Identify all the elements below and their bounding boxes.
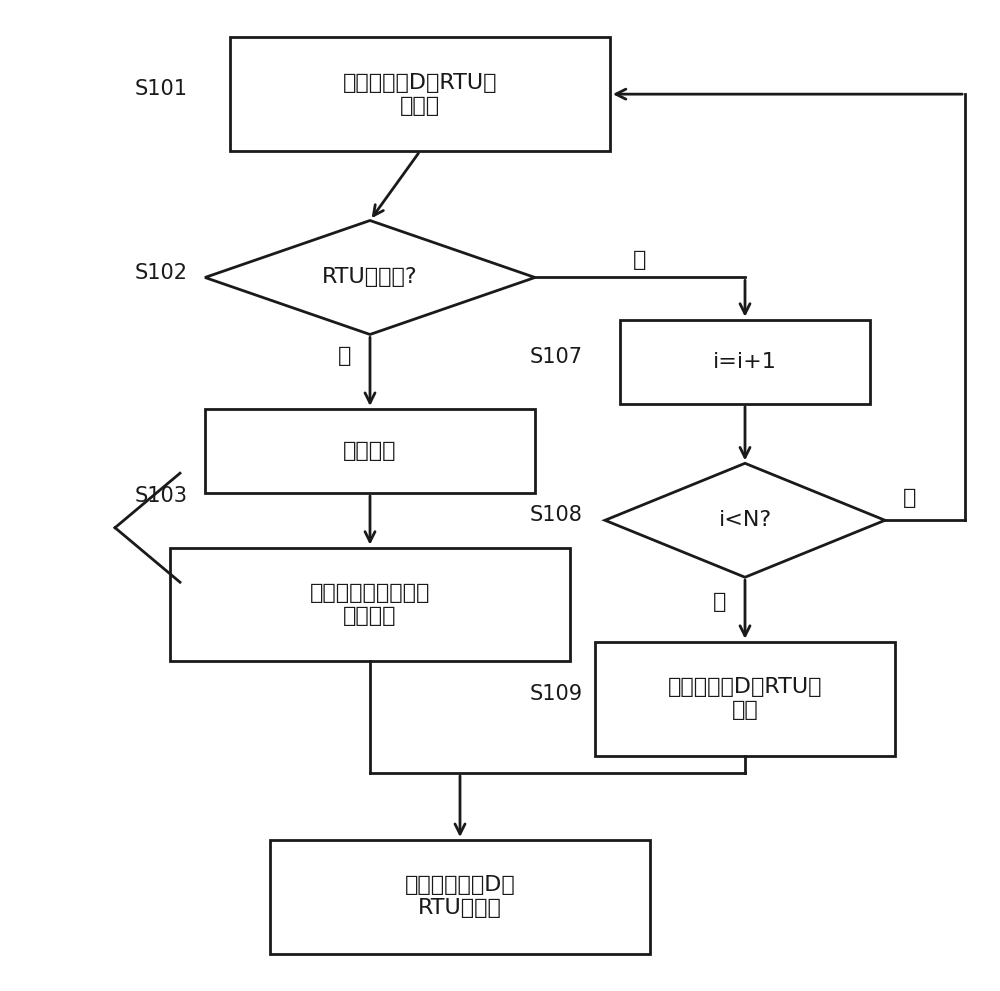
Text: S103: S103 [135, 486, 188, 505]
Polygon shape [205, 221, 535, 335]
Text: S102: S102 [135, 263, 188, 282]
Text: S101: S101 [135, 79, 188, 99]
Text: RTU有响应?: RTU有响应? [322, 268, 418, 287]
FancyBboxPatch shape [595, 642, 895, 755]
Text: 结束对地址为D的
RTU的操作: 结束对地址为D的 RTU的操作 [405, 875, 515, 919]
Text: i<N?: i<N? [718, 510, 772, 530]
Text: S109: S109 [530, 684, 583, 704]
Text: 确定地址为D的RTU不
存在: 确定地址为D的RTU不 存在 [668, 677, 822, 720]
Text: 否: 否 [633, 250, 647, 270]
FancyBboxPatch shape [620, 319, 870, 404]
Text: 将数据放入对应的内
存映射区: 将数据放入对应的内 存映射区 [310, 583, 430, 626]
Text: 否: 否 [713, 592, 727, 612]
Text: S108: S108 [530, 505, 583, 525]
FancyBboxPatch shape [205, 408, 535, 493]
Text: 读取地址为D的RTU中
的数据: 读取地址为D的RTU中 的数据 [343, 72, 497, 116]
FancyBboxPatch shape [270, 840, 650, 953]
Text: i=i+1: i=i+1 [713, 352, 777, 372]
Text: 数据处理: 数据处理 [343, 441, 397, 461]
FancyBboxPatch shape [170, 547, 570, 662]
FancyBboxPatch shape [230, 37, 610, 151]
Text: 是: 是 [338, 346, 352, 367]
Polygon shape [605, 464, 885, 577]
Text: S107: S107 [530, 347, 583, 367]
Text: 是: 是 [903, 489, 917, 508]
